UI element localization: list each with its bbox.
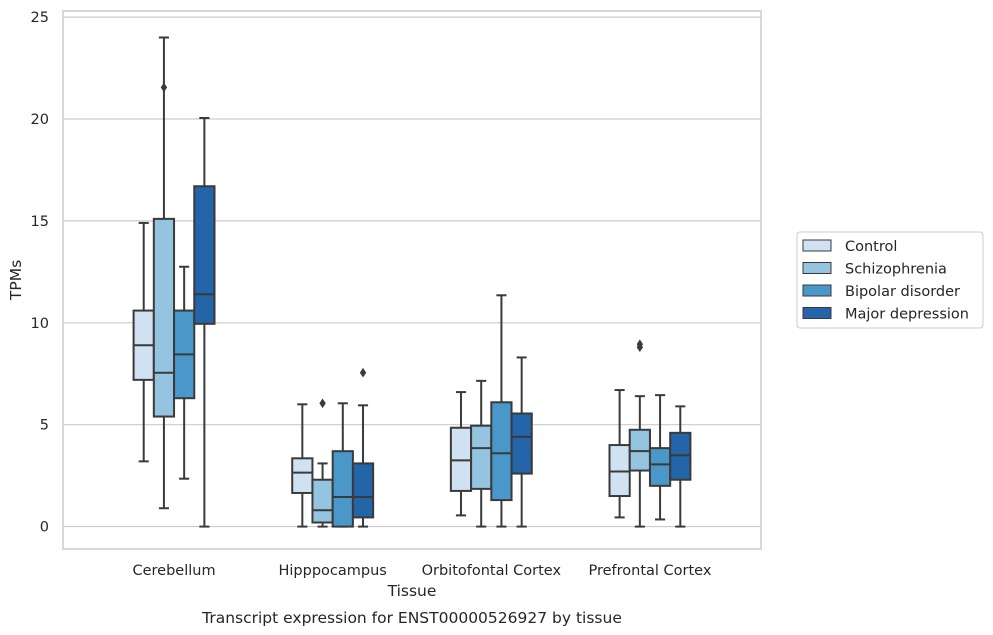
legend-label: Major depression xyxy=(845,307,969,323)
x-axis-label: Tissue xyxy=(387,582,437,600)
box-1-1 xyxy=(311,398,334,528)
legend-swatch xyxy=(802,307,832,319)
y-tick-label: 0 xyxy=(40,520,49,536)
iqr-box xyxy=(648,447,672,487)
legend-label: Control xyxy=(845,239,897,255)
iqr-box xyxy=(628,428,651,472)
y-tick-label: 25 xyxy=(31,10,49,26)
iqr-box xyxy=(291,457,314,494)
iqr-box xyxy=(608,444,631,498)
y-tick-label: 10 xyxy=(31,316,49,332)
y-tick-label: 20 xyxy=(31,112,49,128)
plot-area-frame xyxy=(62,10,762,550)
box-3-3 xyxy=(669,405,692,528)
box-1-0 xyxy=(291,403,314,528)
x-tick-label: Cerebellum xyxy=(132,563,215,579)
x-tick-label: Prefrontal Cortex xyxy=(588,563,711,579)
iqr-box xyxy=(193,185,216,325)
iqr-box xyxy=(669,431,692,481)
iqr-box xyxy=(311,478,334,524)
box-0-2 xyxy=(173,265,196,480)
box-2-0 xyxy=(449,391,473,517)
box-1-3 xyxy=(351,367,375,528)
iqr-box xyxy=(331,450,354,528)
box-2-2 xyxy=(490,294,513,528)
box-series xyxy=(132,36,692,528)
y-tick-label: 15 xyxy=(31,214,49,230)
iqr-box xyxy=(449,426,473,492)
iqr-box xyxy=(510,412,533,475)
x-axis-ticks: Cerebellum Hipppocampus Orbitofontal Corte… xyxy=(132,563,711,579)
outlier-point xyxy=(359,367,367,378)
outlier-point xyxy=(319,398,326,409)
box-1-2 xyxy=(331,402,354,528)
legend-swatch xyxy=(802,262,832,274)
iqr-box xyxy=(490,401,513,502)
box-3-0 xyxy=(608,389,631,519)
box-2-3 xyxy=(510,356,533,528)
y-axis-ticks: 0 5 10 15 20 25 xyxy=(31,10,49,535)
iqr-box xyxy=(152,217,176,418)
legend-swatch xyxy=(802,284,832,297)
box-3-2 xyxy=(648,394,672,521)
x-tick-label: Hipppocampus xyxy=(279,563,387,579)
box-0-1 xyxy=(152,36,176,510)
outlier-point xyxy=(160,82,168,93)
chart-caption: Transcript expression for ENST0000052692… xyxy=(201,609,622,627)
box-0-0 xyxy=(132,221,155,463)
legend-swatch xyxy=(802,239,832,252)
box-2-1 xyxy=(470,379,493,528)
legend: Control Schizophrenia Bipolar disorder Majo… xyxy=(796,231,984,329)
iqr-box xyxy=(351,462,375,519)
legend-frame xyxy=(796,231,984,329)
outlier-point xyxy=(636,339,644,349)
x-tick-label: Orbitofontal Cortex xyxy=(422,563,562,579)
legend-label: Schizophrenia xyxy=(845,262,947,278)
legend-label: Bipolar disorder xyxy=(845,284,960,300)
y-axis-label: TPMs xyxy=(7,260,25,301)
box-3-1 xyxy=(628,339,651,528)
y-tick-label: 5 xyxy=(40,418,49,434)
iqr-box xyxy=(470,424,493,490)
box-0-3 xyxy=(193,116,216,528)
